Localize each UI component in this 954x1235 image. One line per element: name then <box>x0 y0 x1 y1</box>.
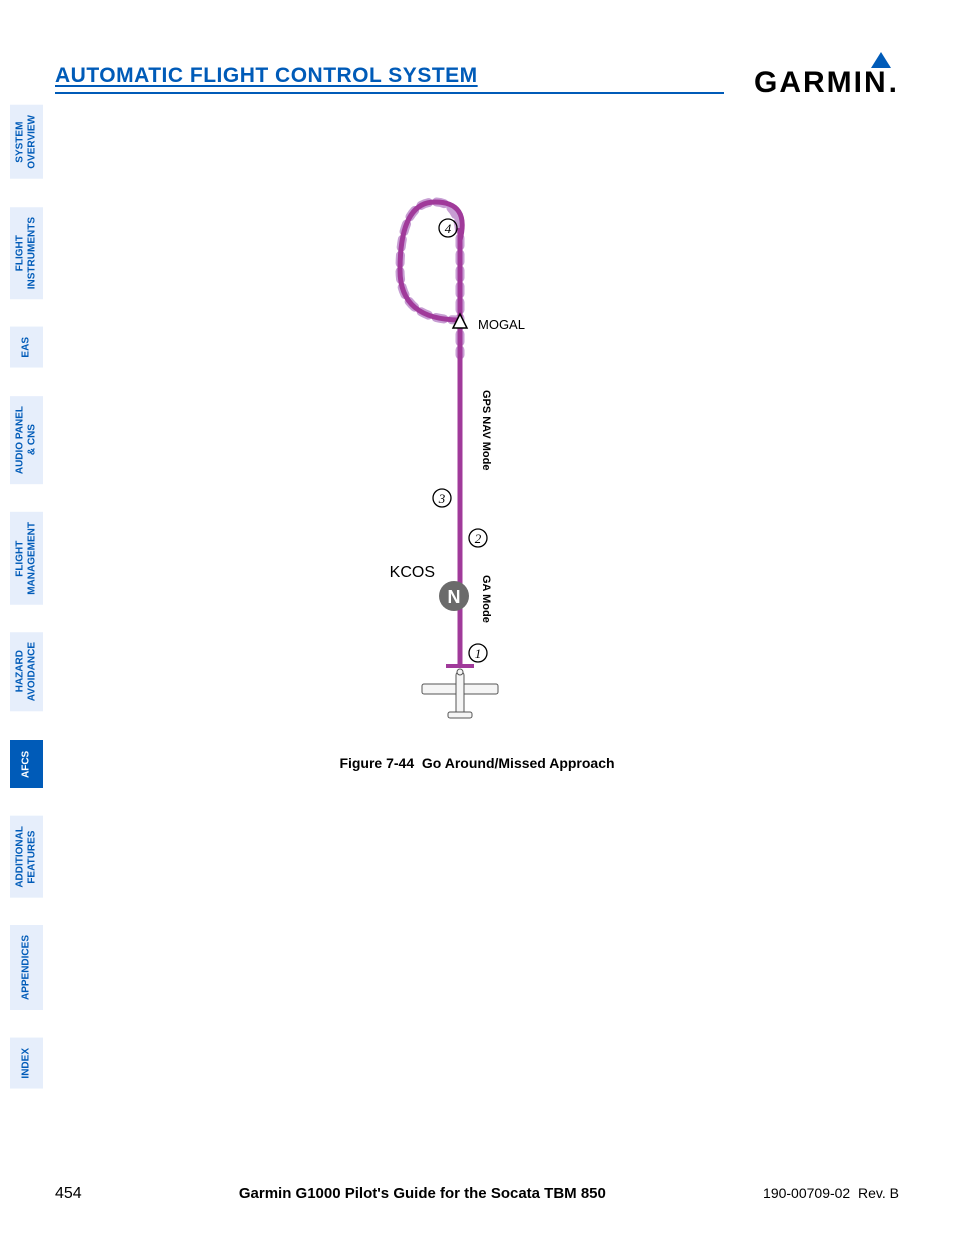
brand-name: GARMIN. <box>754 66 899 100</box>
aircraft-icon <box>422 669 498 718</box>
footer-revision: 190-00709-02 Rev. B <box>763 1185 899 1201</box>
footer-doc-title: Garmin G1000 Pilot's Guide for the Socat… <box>239 1185 606 1202</box>
svg-text:1: 1 <box>475 646 482 661</box>
brand-logo: GARMIN. <box>754 52 899 100</box>
marker-2: 2 <box>469 529 487 547</box>
figure-title: Go Around/Missed Approach <box>422 755 615 771</box>
marker-4: 4 <box>439 219 457 237</box>
page-header: AUTOMATIC FLIGHT CONTROL SYSTEM GARMIN. <box>55 52 899 94</box>
section-nav: SYSTEM OVERVIEW FLIGHT INSTRUMENTS EAS A… <box>10 105 43 1089</box>
figure-diagram: MOGAL N KCOS 1 2 3 4 GA Mode GPS NAV Mod… <box>390 180 590 740</box>
nav-appendices[interactable]: APPENDICES <box>10 925 43 1010</box>
marker-1: 1 <box>469 644 487 662</box>
section-title: AUTOMATIC FLIGHT CONTROL SYSTEM <box>55 64 478 87</box>
nav-hazard-avoidance[interactable]: HAZARD AVOIDANCE <box>10 632 43 711</box>
nav-eas[interactable]: EAS <box>10 327 43 368</box>
nav-flight-instruments[interactable]: FLIGHT INSTRUMENTS <box>10 207 43 299</box>
waypoint-mogal-label: MOGAL <box>478 317 525 332</box>
figure-number: Figure 7-44 <box>339 755 414 771</box>
page-number: 454 <box>55 1185 82 1203</box>
header-title-wrap: AUTOMATIC FLIGHT CONTROL SYSTEM <box>55 64 724 94</box>
label-gps-nav-mode: GPS NAV Mode <box>480 390 492 470</box>
nav-system-overview[interactable]: SYSTEM OVERVIEW <box>10 105 43 179</box>
nav-audio-panel-cns[interactable]: AUDIO PANEL & CNS <box>10 396 43 484</box>
nav-flight-management[interactable]: FLIGHT MANAGEMENT <box>10 512 43 605</box>
waypoint-kcos-letter: N <box>448 587 461 607</box>
svg-text:2: 2 <box>475 531 482 546</box>
label-ga-mode: GA Mode <box>480 575 492 623</box>
marker-3: 3 <box>433 489 451 507</box>
waypoint-kcos-label: KCOS <box>390 564 435 581</box>
page-footer: 454 Garmin G1000 Pilot's Guide for the S… <box>55 1185 899 1203</box>
svg-text:3: 3 <box>438 491 446 506</box>
figure-caption: Figure 7-44 Go Around/Missed Approach <box>0 755 954 771</box>
nav-additional-features[interactable]: ADDITIONAL FEATURES <box>10 816 43 898</box>
nav-index[interactable]: INDEX <box>10 1038 43 1089</box>
svg-text:4: 4 <box>445 221 452 236</box>
